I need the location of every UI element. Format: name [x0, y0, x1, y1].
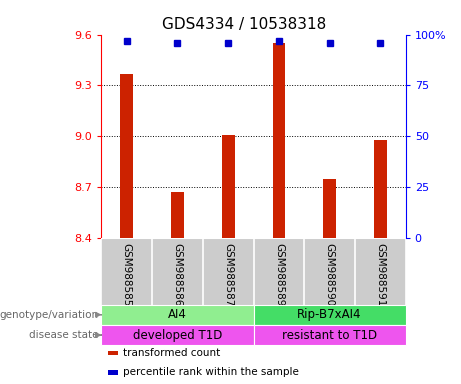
Text: percentile rank within the sample: percentile rank within the sample	[123, 367, 299, 377]
Bar	[374, 140, 387, 238]
Bar	[171, 192, 184, 238]
Text: GSM988591: GSM988591	[375, 243, 385, 306]
Bar	[101, 305, 254, 325]
Bar	[120, 73, 133, 238]
Text: AI4: AI4	[168, 308, 187, 321]
Text: transformed count: transformed count	[123, 348, 220, 358]
Text: Rip-B7xAI4: Rip-B7xAI4	[297, 308, 362, 321]
Text: GSM988590: GSM988590	[325, 243, 335, 306]
Bar	[107, 371, 118, 374]
Text: developed T1D: developed T1D	[133, 329, 222, 341]
Text: GSM988587: GSM988587	[223, 243, 233, 306]
Bar	[323, 179, 336, 238]
Text: GSM988589: GSM988589	[274, 243, 284, 306]
Text: disease state: disease state	[29, 330, 98, 340]
Text: GSM988586: GSM988586	[172, 243, 183, 306]
Text: GSM988585: GSM988585	[122, 243, 132, 306]
Bar	[254, 325, 406, 345]
Bar	[254, 305, 406, 325]
Text: genotype/variation: genotype/variation	[0, 310, 98, 320]
Bar	[272, 43, 285, 238]
Bar	[222, 134, 235, 238]
Bar	[101, 325, 254, 345]
Bar	[107, 351, 118, 355]
Text: GDS4334 / 10538318: GDS4334 / 10538318	[162, 17, 326, 32]
Text: resistant to T1D: resistant to T1D	[282, 329, 377, 341]
